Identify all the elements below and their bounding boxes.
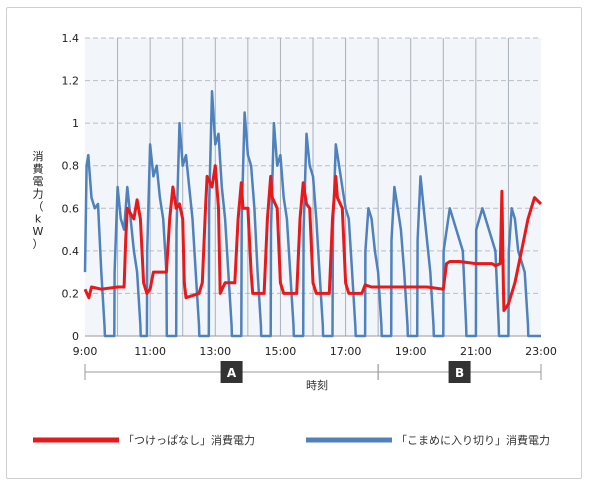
x-axis-ticks: 9:00 11:00 13:00 15:00 17:00 19:00 21:00 23:00 [73,345,557,358]
x-tick-label: 17:00 [330,345,362,358]
y-axis-label-char: 力 [33,188,44,201]
x-tick-label: 21:00 [460,345,492,358]
period-label: B [455,366,464,380]
series-line [83,164,543,312]
x-tick-label: 9:00 [73,345,98,358]
y-tick-label: 0 [72,330,79,343]
legend-label: 「つけっぱなし」消費電力 [123,433,255,447]
series-lines [83,89,543,338]
y-tick-label: 1.4 [62,32,80,45]
x-axis-label: 時刻 [306,378,328,392]
legend-label: 「こまめに入り切り」消費電力 [396,433,550,447]
period-label: A [227,366,237,380]
series-line [83,89,541,338]
y-axis-label: 消費電力（kW） [33,149,44,251]
y-axis-label-char: 消 [33,149,44,163]
y-axis-label-char: 電 [33,175,44,188]
y-axis-label-char: k [35,213,42,226]
y-tick-label: 0.8 [62,160,80,173]
y-axis-label-char: W [33,225,44,238]
x-tick-label: 13:00 [199,345,231,358]
x-tick-label: 23:00 [525,345,557,358]
y-axis-ticks: 0 0.2 0.4 0.6 0.8 1 1.2 1.4 [62,32,80,343]
y-tick-label: 0.2 [62,287,80,300]
y-tick-label: 0.4 [62,245,80,258]
y-tick-label: 0.6 [62,202,80,215]
y-tick-label: 1.2 [62,75,80,88]
x-tick-label: 11:00 [134,345,166,358]
legend: 「つけっぱなし」消費電力 「こまめに入り切り」消費電力 [33,433,550,447]
period-badge [220,361,243,383]
x-tick-label: 19:00 [395,345,427,358]
y-axis-label-char: 費 [33,162,44,176]
y-axis-label-char: ） [33,238,44,251]
y-tick-label: 1 [72,117,79,130]
x-tick-label: 15:00 [265,345,297,358]
y-axis-label-char: （ [33,200,44,213]
period-badge [448,361,471,383]
